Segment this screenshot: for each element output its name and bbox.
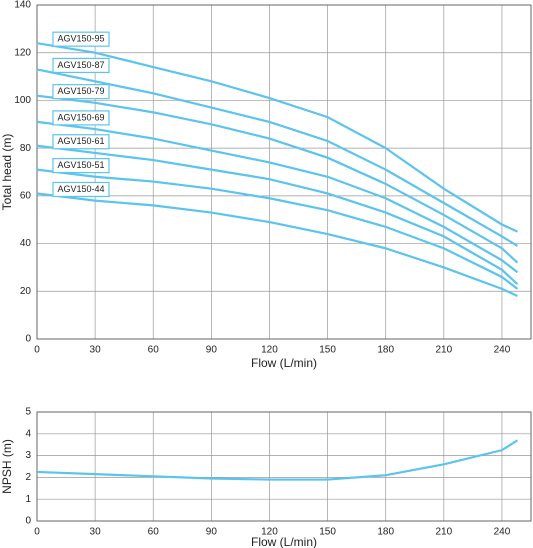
x-tick-label: 210 <box>435 527 452 538</box>
plot-frame <box>36 4 532 340</box>
curve <box>36 168 519 290</box>
y-tick-label: 1 <box>25 494 31 505</box>
curve-label: AGV150-44 <box>57 184 104 194</box>
curve-label: AGV150-79 <box>57 86 104 96</box>
x-axis-title: Flow (L/min) <box>251 356 317 370</box>
x-tick-label: 120 <box>261 345 278 356</box>
curve-label: AGV150-51 <box>57 160 104 170</box>
x-tick-label: 60 <box>148 527 160 538</box>
curve-label: AGV150-69 <box>57 112 104 122</box>
y-tick-label: 0 <box>25 516 31 527</box>
curve <box>36 94 519 264</box>
x-tick-label: 150 <box>319 527 336 538</box>
y-axis-title: Total head (m) <box>0 134 14 211</box>
y-tick-label: 4 <box>25 428 31 439</box>
curve <box>36 144 519 285</box>
curve-tag <box>52 158 110 174</box>
y-tick-label: 140 <box>14 0 31 11</box>
x-tick-label: 90 <box>206 527 218 538</box>
curve <box>36 439 519 481</box>
curve-tag <box>52 110 110 126</box>
curve-tag <box>52 181 110 198</box>
curve <box>36 68 519 247</box>
y-tick-label: 80 <box>20 143 32 154</box>
y-tick-label: 0 <box>25 334 31 345</box>
x-tick-label: 210 <box>435 345 452 356</box>
x-tick-label: 60 <box>148 345 160 356</box>
x-tick-label: 240 <box>494 345 511 356</box>
x-tick-label: 150 <box>319 345 336 356</box>
curve-tag <box>52 134 110 150</box>
y-tick-label: 100 <box>14 95 31 106</box>
plot-frame <box>36 411 532 522</box>
x-axis-title: Flow (L/min) <box>251 535 317 548</box>
curve <box>36 120 519 274</box>
y-tick-label: 40 <box>20 238 32 249</box>
y-tick-label: 120 <box>14 47 31 58</box>
curve-label: AGV150-87 <box>57 60 104 70</box>
curve <box>36 42 518 233</box>
curve-tag <box>52 84 110 100</box>
x-tick-label: 120 <box>261 527 278 538</box>
x-tick-label: 0 <box>34 345 40 356</box>
y-tick-label: 3 <box>25 450 31 461</box>
curve-label: AGV150-61 <box>57 136 104 146</box>
curve-label: AGV150-95 <box>57 34 104 44</box>
x-tick-label: 240 <box>494 527 511 538</box>
x-tick-label: 30 <box>90 527 102 538</box>
curve <box>36 192 518 298</box>
curve-tag <box>52 57 110 74</box>
y-tick-label: 2 <box>25 472 31 483</box>
x-tick-label: 90 <box>206 345 218 356</box>
y-tick-label: 60 <box>20 190 32 201</box>
y-tick-label: 20 <box>20 286 32 297</box>
x-tick-label: 180 <box>377 527 394 538</box>
curve-tag <box>52 31 110 47</box>
x-tick-label: 0 <box>34 527 40 538</box>
y-axis-title: NPSH (m) <box>0 439 14 494</box>
x-tick-label: 30 <box>90 345 102 356</box>
y-tick-label: 5 <box>25 407 31 418</box>
x-tick-label: 180 <box>377 345 394 356</box>
